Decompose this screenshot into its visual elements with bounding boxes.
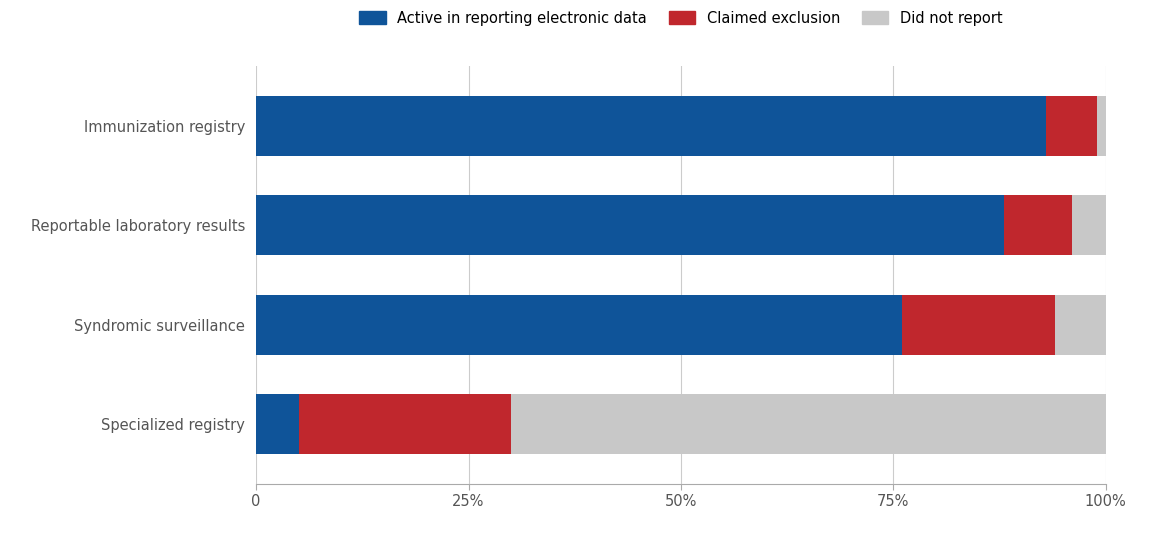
Bar <box>1072 195 1106 255</box>
Legend: Active in reporting electronic data, Claimed exclusion, Did not report: Active in reporting electronic data, Cla… <box>360 10 1002 26</box>
Bar <box>1098 96 1106 156</box>
Bar <box>256 295 902 355</box>
Bar <box>298 394 511 454</box>
Bar <box>902 295 1055 355</box>
Bar <box>1046 96 1098 156</box>
Bar <box>256 195 1003 255</box>
Bar <box>511 394 1106 454</box>
Bar <box>1003 195 1072 255</box>
Bar <box>1055 295 1106 355</box>
Bar <box>256 96 1046 156</box>
Bar <box>256 394 298 454</box>
